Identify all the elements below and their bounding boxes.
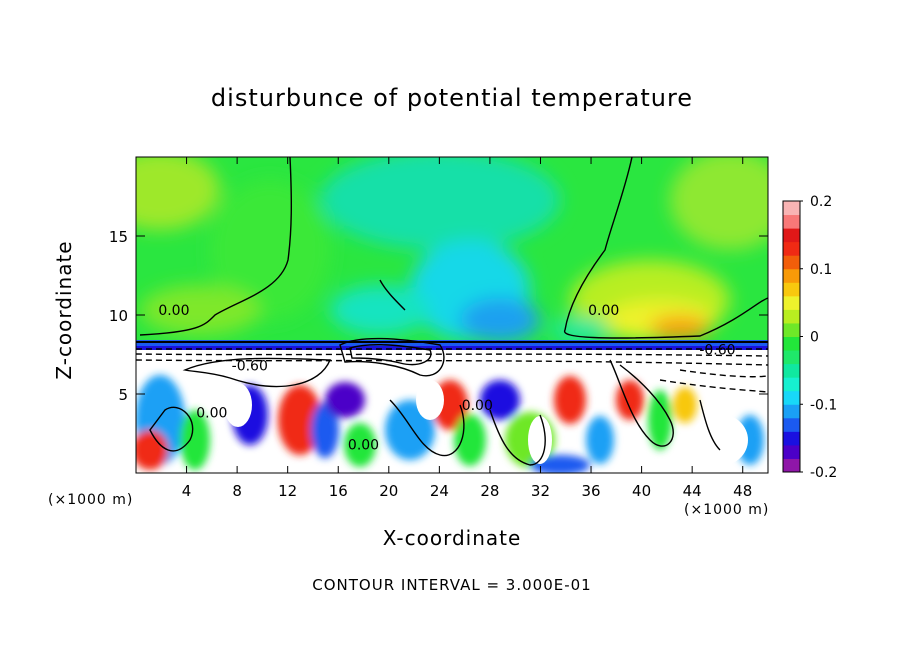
x-tick-label: 20 bbox=[379, 482, 398, 500]
contour-lines bbox=[136, 157, 768, 466]
x-tick-label: 8 bbox=[232, 482, 242, 500]
colorbar-swatch bbox=[783, 390, 800, 405]
contour-label: 0.00 bbox=[588, 303, 619, 319]
colorbar-swatch bbox=[783, 417, 800, 432]
colorbar-swatch bbox=[783, 228, 800, 243]
x-tick-label: 36 bbox=[581, 482, 600, 500]
colorbar-swatch bbox=[783, 309, 800, 324]
colorbar-swatch bbox=[783, 241, 800, 256]
colorbar-swatch bbox=[783, 350, 800, 365]
colorbar-label: 0.1 bbox=[810, 262, 832, 278]
x-axis-label: X-coordinate bbox=[382, 526, 522, 550]
y-tick-label: 10 bbox=[109, 307, 128, 325]
contour-label: -0.60 bbox=[232, 358, 268, 374]
contour-label: -0.60 bbox=[699, 343, 735, 359]
colorbar-swatch bbox=[783, 201, 800, 216]
contour-label: 0.00 bbox=[196, 406, 227, 422]
x-axis-ticks: 4 8 12 16 20 24 28 32 36 40 44 48 bbox=[182, 157, 752, 500]
x-tick-label: 4 bbox=[182, 482, 192, 500]
x-tick-label: 40 bbox=[632, 482, 651, 500]
colorbar-swatch bbox=[783, 377, 800, 392]
x-tick-label: 24 bbox=[430, 482, 449, 500]
colorbar-swatch bbox=[783, 431, 800, 446]
contour-label: 0.00 bbox=[158, 303, 189, 319]
y-tick-label: 5 bbox=[118, 386, 128, 404]
colorbar-swatch bbox=[783, 268, 800, 283]
colorbar: 0.2 0.1 0 -0.1 -0.2 bbox=[782, 194, 837, 481]
x-tick-label: 28 bbox=[480, 482, 499, 500]
colorbar-label: 0.2 bbox=[810, 194, 832, 210]
colorbar-swatch bbox=[783, 295, 800, 310]
colorbar-swatch bbox=[783, 404, 800, 419]
x-tick-label: 48 bbox=[733, 482, 752, 500]
colorbar-label: -0.2 bbox=[810, 465, 837, 481]
heatmap-field bbox=[136, 157, 768, 473]
y-tick-label: 15 bbox=[109, 228, 128, 246]
contour-labels: 0.00 0.00 -0.60 -0.60 0.00 0.00 0.00 bbox=[158, 303, 735, 453]
chart-title: disturbunce of potential temperature bbox=[210, 84, 694, 112]
x-tick-label: 44 bbox=[683, 482, 702, 500]
x-tick-label: 16 bbox=[329, 482, 348, 500]
colorbar-label: -0.1 bbox=[810, 397, 837, 413]
contour-label: 0.00 bbox=[462, 398, 493, 414]
x-unit-right: (×1000 m) bbox=[684, 502, 770, 518]
colorbar-swatch bbox=[783, 322, 800, 337]
colorbar-swatch bbox=[783, 214, 800, 229]
contour-label: 0.00 bbox=[348, 437, 379, 453]
colorbar-swatch bbox=[783, 458, 800, 473]
contour-interval-note: CONTOUR INTERVAL = 3.000E-01 bbox=[312, 576, 592, 594]
colorbar-swatch bbox=[783, 363, 800, 378]
colorbar-swatch bbox=[783, 282, 800, 297]
y-axis-ticks: 5 10 15 bbox=[109, 228, 768, 404]
x-unit-left: (×1000 m) bbox=[48, 492, 134, 508]
x-tick-label: 32 bbox=[531, 482, 550, 500]
colorbar-swatch bbox=[783, 255, 800, 270]
x-tick-label: 12 bbox=[278, 482, 297, 500]
colorbar-swatch bbox=[783, 336, 800, 351]
colorbar-swatch bbox=[783, 444, 800, 459]
colorbar-label: 0 bbox=[810, 330, 819, 346]
